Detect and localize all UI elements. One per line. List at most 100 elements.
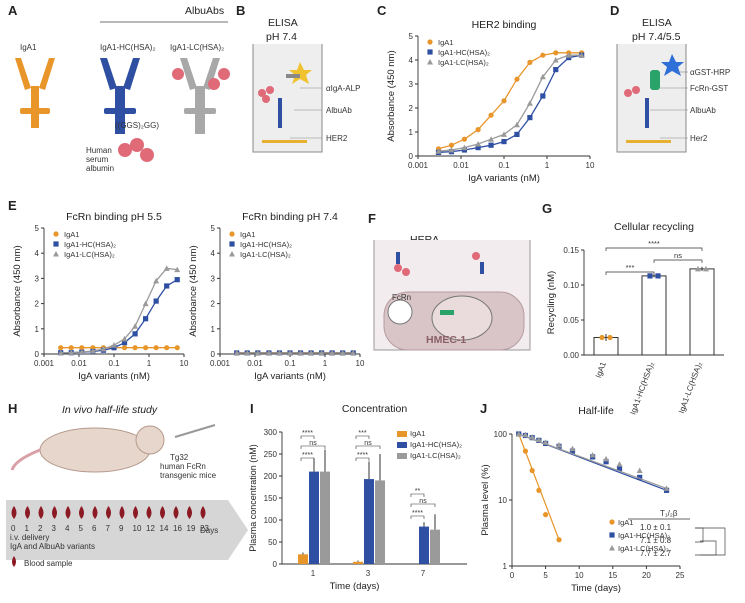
y-tick-label: 0.10 — [563, 281, 579, 290]
day-tick-label: 16 — [173, 524, 182, 533]
data-point — [276, 349, 283, 356]
fit-line — [518, 433, 667, 489]
iga1-label: IgA1 — [20, 43, 37, 52]
data-point — [132, 345, 138, 351]
y-tick-label: 0 — [35, 350, 40, 359]
legend-marker — [427, 59, 433, 65]
data-point — [556, 442, 563, 448]
bar — [364, 479, 374, 564]
panel-h: H In vivo half-life study Tg32 human FcR… — [6, 401, 248, 568]
elisa-b-title-2: pH 7.4 — [266, 31, 297, 43]
data-point — [529, 467, 535, 474]
significance-bracket — [355, 435, 370, 439]
y-tick-label: 1 — [35, 325, 40, 334]
panel-label-f: F — [368, 211, 376, 226]
data-point — [535, 436, 542, 443]
day-tick-label: 19 — [187, 524, 196, 533]
x-tick-label: 5 — [543, 571, 548, 580]
blood-drop-icon — [38, 506, 44, 519]
x-tick-label: 0.1 — [284, 359, 296, 368]
b-label-1: αIgA-ALP — [326, 84, 360, 93]
data-point — [308, 349, 315, 356]
chart-title: Half-life — [578, 405, 614, 417]
lc-label: IgA1-LC(HSA)₂ — [170, 43, 224, 52]
data-point — [153, 298, 159, 304]
y-tick-label: 3 — [211, 274, 216, 283]
legend-label: IgA1-HC(HSA)₂ — [438, 48, 490, 57]
panel-label-h: H — [8, 401, 17, 416]
data-point — [132, 323, 139, 329]
y-tick-label: 200 — [264, 472, 278, 481]
data-point — [121, 340, 128, 346]
legend-label: IgA1 — [618, 518, 633, 527]
d-label-1: αGST-HRP — [690, 68, 730, 77]
series-line — [438, 54, 582, 152]
data-point — [578, 52, 585, 58]
mouse-label-1: Tg32 — [170, 453, 189, 462]
blood-drop-icon — [187, 506, 192, 519]
significance-bracket — [605, 247, 703, 251]
chart-e1: FcRn binding pH 5.5 0 1 2 3 4 5 0.001 0.01 0.1 1 10… — [12, 211, 189, 382]
category-label: 3 — [366, 569, 371, 578]
y-tick-label: 1 — [409, 128, 414, 137]
data-point — [703, 265, 709, 272]
data-point — [174, 266, 181, 273]
significance-bracket — [653, 259, 703, 263]
hsa-label-1: Human — [86, 146, 112, 155]
data-point — [514, 76, 520, 82]
legend-label: IgA1 — [64, 230, 79, 239]
x-tick-label: 0.1 — [108, 359, 120, 368]
data-point — [329, 349, 336, 356]
data-point — [501, 98, 507, 104]
blood-drop-icon — [65, 506, 71, 519]
x-axis-label: IgA variants (nM) — [78, 371, 150, 382]
y-tick-label: 4 — [409, 56, 414, 65]
hsa-label-2: serum — [86, 155, 109, 164]
data-point — [475, 141, 482, 147]
data-point — [539, 73, 546, 80]
y-tick-label: 0 — [409, 152, 414, 161]
data-point — [663, 485, 670, 491]
chart-c: HER2 binding 0 1 2 3 4 5 0.001 0.01 0.1 1 10 IgA var… — [386, 19, 595, 184]
blood-drop-icon — [25, 506, 30, 519]
significance-bracket — [300, 457, 315, 461]
panel-label-j: J — [480, 401, 487, 416]
legend-label: IgA1-HC(HSA)₂ — [64, 240, 116, 249]
data-point — [143, 345, 149, 351]
legend-marker — [53, 241, 59, 247]
y-axis-label: Recycling (nM) — [546, 271, 557, 334]
data-point — [542, 439, 549, 445]
y-tick-label: 5 — [409, 32, 414, 41]
chart-title: HER2 binding — [472, 19, 537, 31]
hc-antibody-icon — [100, 58, 140, 134]
legend-marker — [427, 39, 433, 45]
data-point — [552, 57, 559, 63]
x-tick-label: 15 — [608, 571, 617, 580]
data-point — [233, 349, 240, 356]
legend-label: IgA1-HC(HSA)₂ — [618, 531, 670, 540]
day-tick-label: 4 — [65, 524, 70, 533]
d-label-4: Her2 — [690, 134, 708, 143]
y-tick-label: 300 — [264, 428, 278, 437]
lc-antibody-icon — [180, 58, 220, 134]
y-tick-label: 0 — [211, 350, 216, 359]
series-line — [438, 52, 582, 150]
data-point — [553, 67, 559, 73]
blood-drop-icon — [12, 556, 16, 567]
data-point — [461, 136, 468, 142]
x-tick-label: 10 — [356, 359, 365, 368]
panel-b: B ELISA pH 7.4 αIgA-ALP AlbuAb HER2 — [236, 3, 360, 153]
panel-label-b: B — [236, 3, 245, 18]
legend-marker — [229, 231, 235, 237]
y-axis-label: Absorbance (450 nm) — [12, 245, 23, 336]
y-tick-label: 1 — [503, 562, 508, 571]
bar — [641, 275, 667, 356]
data-point — [297, 349, 304, 356]
x-axis-label: Time (days) — [571, 583, 621, 594]
y-tick-label: 100 — [264, 516, 278, 525]
significance-label: **** — [357, 452, 368, 459]
blood-drop-icon — [160, 506, 165, 519]
albuabs-title: AlbuAbs — [185, 5, 224, 17]
bar — [419, 526, 429, 564]
